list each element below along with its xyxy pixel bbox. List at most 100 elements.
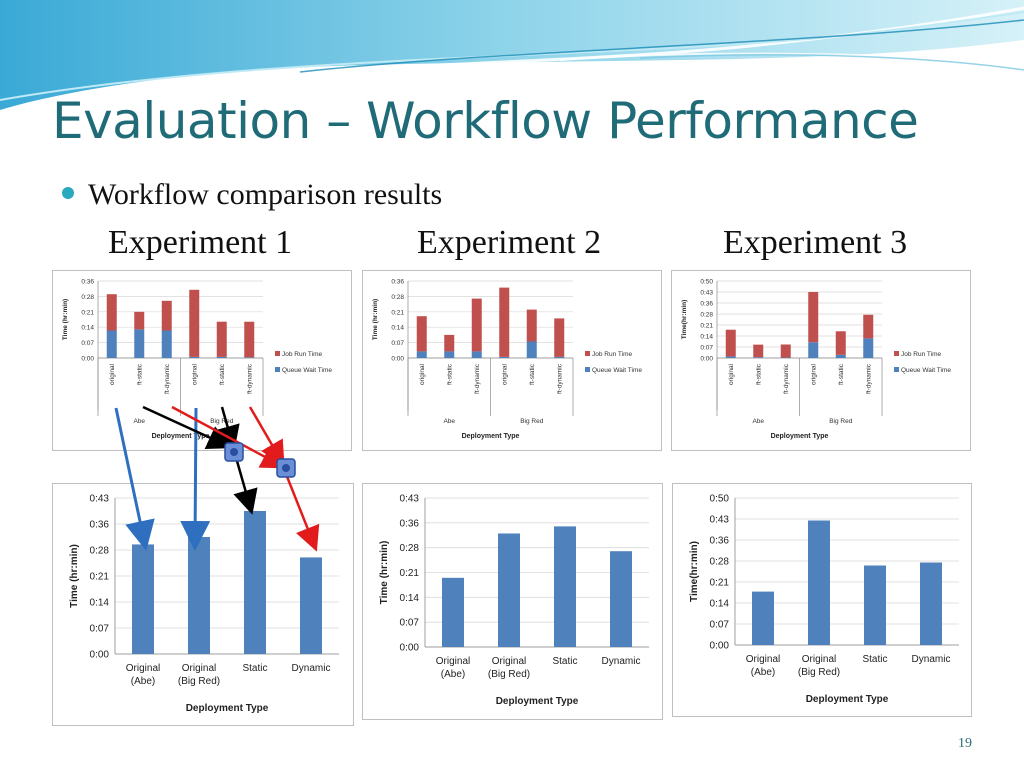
x-axis-title: Deployment Type — [496, 696, 579, 707]
stacked-bar-chart-1: 0:00 0:07 0:14 0:21 0:28 0:36 original ft-stati… — [62, 279, 332, 441]
y-tick-label: 0:14 — [710, 599, 730, 610]
x-tick-label: Dynamic — [292, 663, 331, 674]
x-tick-label: (Big Red) — [488, 669, 530, 680]
bar-job-run — [216, 321, 227, 357]
y-tick-label: 0:00 — [81, 356, 94, 363]
y-tick-label: 0:07 — [710, 620, 730, 631]
y-axis-title: Time (hr:min) — [62, 299, 69, 340]
chart-top-experiment-2: 0:00 0:07 0:14 0:21 0:28 0:36 original ft-stati… — [362, 270, 662, 451]
bar-job-run — [244, 321, 255, 358]
bar-queue-wait — [753, 357, 764, 358]
chart-top-experiment-1: 0:00 0:07 0:14 0:21 0:28 0:36 original ft-stati… — [52, 270, 352, 451]
y-tick-label: 0:21 — [700, 323, 713, 330]
legend-label: Job Run Time — [282, 351, 322, 358]
y-tick-label: 0:14 — [400, 593, 420, 604]
group-label: Abe — [133, 418, 145, 425]
y-tick-label: 0:21 — [710, 578, 730, 589]
x-axis-title: Deployment Type — [186, 703, 269, 714]
x-tick-label: original — [728, 363, 735, 385]
experiment-3-label: Experiment 3 — [723, 224, 908, 261]
legend-label: Job Run Time — [592, 351, 632, 358]
bar — [610, 551, 632, 647]
bar-queue-wait — [216, 356, 227, 358]
bar — [188, 537, 210, 654]
y-tick-label: 0:14 — [700, 334, 713, 341]
y-tick-label: 0:07 — [400, 618, 420, 629]
x-axis-title: Deployment Type — [771, 433, 829, 440]
y-tick-label: 0:28 — [710, 557, 730, 568]
y-tick-label: 0:28 — [90, 546, 110, 557]
bar-job-run — [106, 294, 117, 331]
group-label: Abe — [752, 418, 764, 425]
y-tick-label: 0:00 — [400, 643, 420, 654]
y-tick-label: 0:00 — [391, 356, 404, 363]
bar-chart-1: 0:00 0:07 0:14 0:21 0:28 0:36 0:43 Original (Abe… — [69, 494, 339, 714]
x-axis-title: Deployment Type — [152, 433, 210, 440]
y-tick-label: 0:14 — [90, 598, 110, 609]
x-tick-label: original — [419, 363, 426, 385]
x-tick-label: (Big Red) — [178, 676, 220, 687]
y-axis-title: Time(hr:min) — [689, 541, 700, 602]
y-axis-title: Time(hr:min) — [681, 300, 688, 340]
x-tick-label: Original — [746, 654, 780, 665]
y-tick-label: 0:14 — [81, 325, 94, 332]
bar-job-run — [134, 311, 145, 330]
bar — [864, 565, 886, 645]
stacked-bar-chart-2: 0:00 0:07 0:14 0:21 0:28 0:36 original ft-stati… — [372, 279, 642, 441]
x-tick-label: Original — [492, 656, 526, 667]
y-tick-label: 0:28 — [391, 294, 404, 301]
legend-swatch — [585, 367, 590, 372]
x-tick-label: ft-static — [529, 363, 536, 385]
bar-queue-wait — [471, 351, 482, 358]
page-number: 19 — [958, 736, 972, 751]
bar-job-run — [554, 318, 565, 357]
group-label: Big Red — [829, 418, 853, 425]
bar-job-run — [161, 300, 172, 331]
bar-chart-2: 0:00 0:07 0:14 0:21 0:28 0:36 0:43 Original (Abe… — [379, 494, 649, 707]
y-tick-label: 0:43 — [700, 290, 713, 297]
bar-job-run — [835, 331, 846, 355]
group-label: Abe — [443, 418, 455, 425]
x-tick-label: ft-static — [446, 363, 453, 385]
bar-job-run — [863, 314, 874, 339]
bullet-dot-icon — [62, 187, 74, 200]
x-tick-label: ft-static — [838, 363, 845, 385]
x-tick-label: Original — [802, 654, 836, 665]
bar-job-run — [725, 329, 736, 357]
y-tick-label: 0:07 — [90, 624, 110, 635]
y-tick-label: 0:36 — [90, 520, 110, 531]
bar — [752, 591, 774, 645]
legend-label: Queue Wait Time — [901, 367, 951, 374]
x-tick-label: (Abe) — [441, 669, 465, 680]
bar-queue-wait — [134, 329, 145, 358]
bullet-text: Workflow comparison results — [88, 178, 443, 211]
x-tick-label: Static — [552, 656, 577, 667]
x-tick-label: Static — [862, 654, 887, 665]
chart-bottom-experiment-2: 0:00 0:07 0:14 0:21 0:28 0:36 0:43 Original (Abe… — [362, 483, 663, 720]
x-tick-label: (Abe) — [131, 676, 155, 687]
bar-job-run — [526, 309, 537, 342]
y-tick-label: 0:00 — [710, 641, 730, 652]
bar-job-run — [416, 316, 427, 352]
bar-queue-wait — [526, 341, 537, 358]
y-tick-label: 0:00 — [90, 650, 110, 661]
y-tick-label: 0:00 — [700, 356, 713, 363]
experiment-1-label: Experiment 1 — [108, 224, 293, 261]
legend-label: Queue Wait Time — [592, 367, 642, 374]
bar-queue-wait — [161, 330, 172, 358]
bar-queue-wait — [416, 351, 427, 358]
legend-label: Job Run Time — [901, 351, 941, 358]
chart-bottom-experiment-1: 0:00 0:07 0:14 0:21 0:28 0:36 0:43 Original (Abe… — [52, 483, 354, 726]
x-tick-label: ft-dynamic — [246, 363, 253, 394]
bar-queue-wait — [554, 356, 565, 358]
x-tick-label: (Abe) — [751, 667, 775, 678]
legend-swatch — [275, 367, 280, 372]
bar-queue-wait — [808, 342, 819, 358]
bar — [132, 544, 154, 654]
y-tick-label: 0:14 — [391, 325, 404, 332]
y-tick-label: 0:36 — [391, 279, 404, 286]
x-tick-label: Original — [126, 663, 160, 674]
bar — [442, 577, 464, 647]
y-tick-label: 0:43 — [710, 515, 730, 526]
